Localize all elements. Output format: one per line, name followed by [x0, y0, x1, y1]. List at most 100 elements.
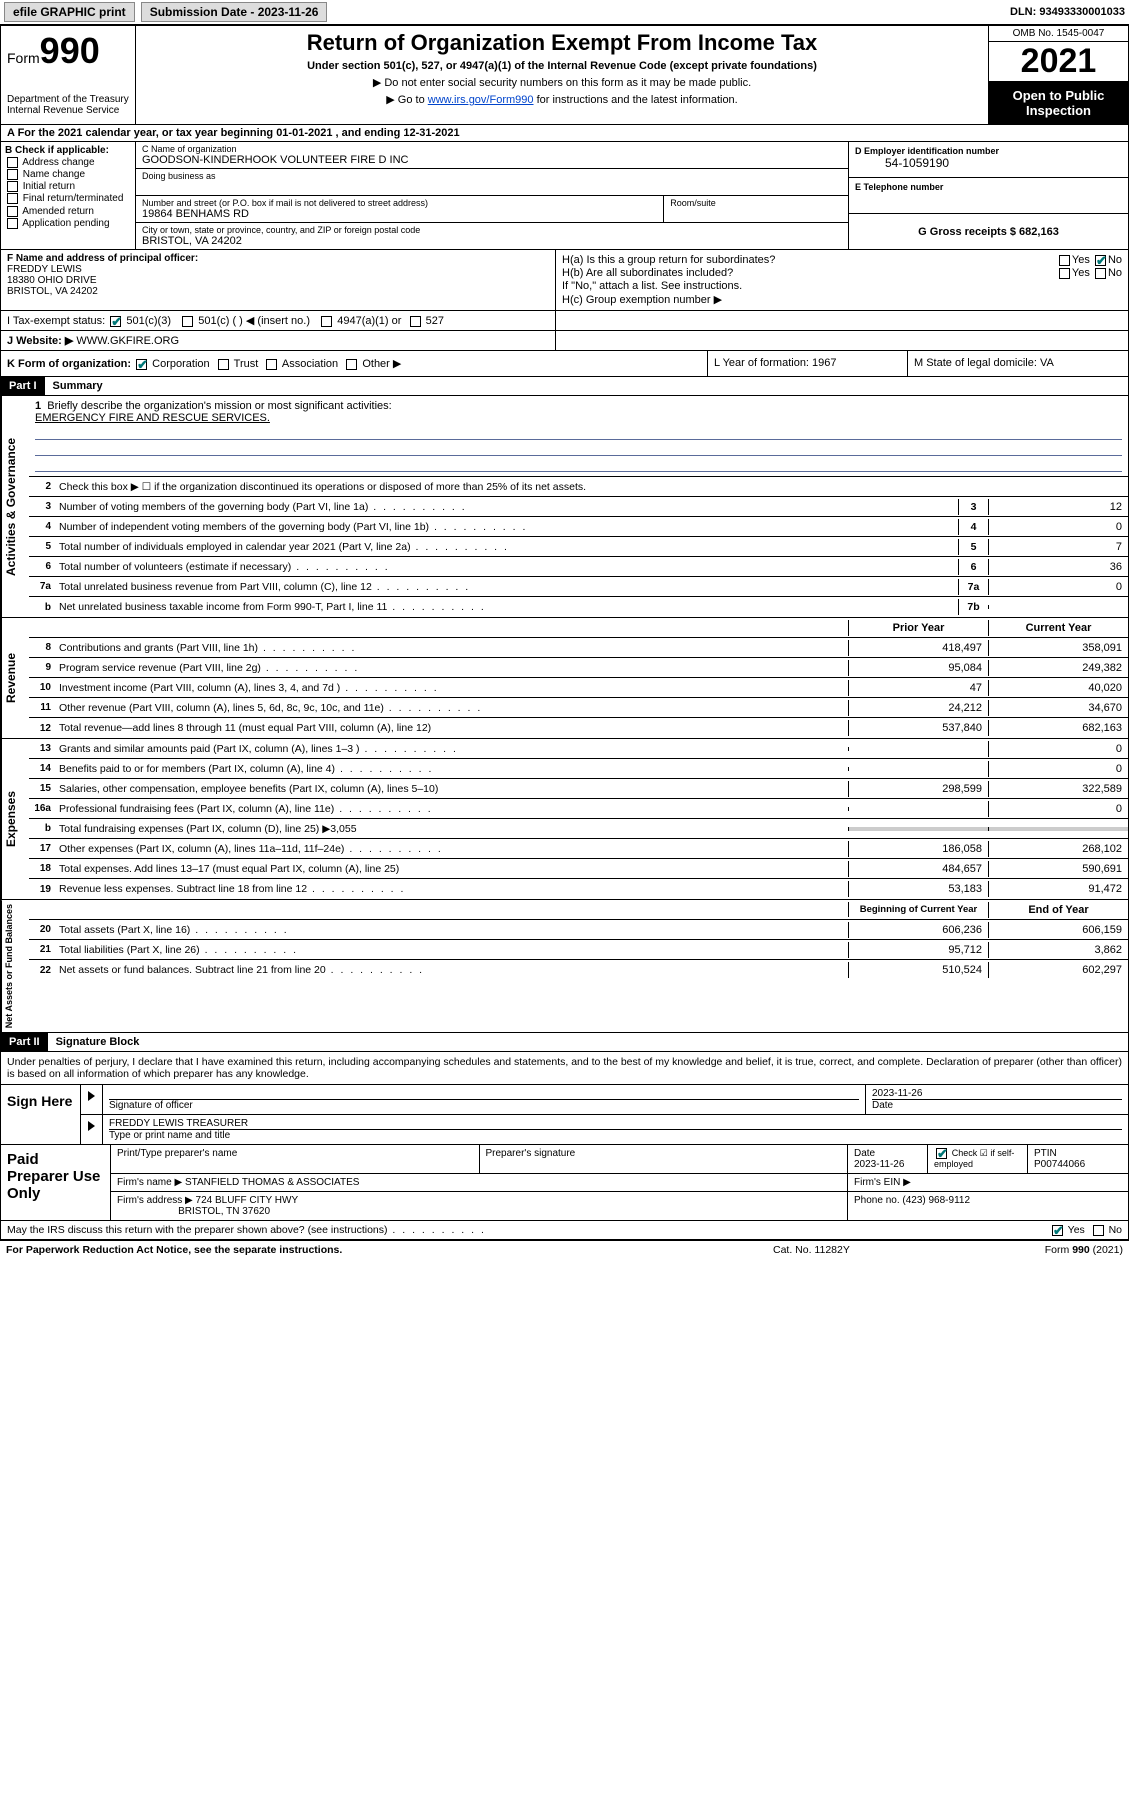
officer-name: FREDDY LEWIS [7, 264, 549, 275]
sig-arrow-2 [81, 1115, 103, 1144]
cb-app-pending[interactable] [7, 218, 18, 229]
c17: 268,102 [988, 841, 1128, 857]
cb-name-change[interactable] [7, 169, 18, 180]
city-state-zip: BRISTOL, VA 24202 [142, 235, 842, 247]
l16b-text: Total fundraising expenses (Part IX, col… [55, 821, 848, 837]
note2-post: for instructions and the latest informat… [534, 94, 738, 106]
i-opt-3: 527 [426, 315, 444, 327]
cb-501c3[interactable] [110, 316, 121, 327]
hb-note: If "No," attach a list. See instructions… [562, 280, 1122, 292]
cb-trust[interactable] [218, 359, 229, 370]
paperwork-notice: For Paperwork Reduction Act Notice, see … [6, 1244, 773, 1256]
cb-corp[interactable] [136, 359, 147, 370]
dln-label: DLN: 93493330001033 [1010, 6, 1125, 18]
l21-text: Total liabilities (Part X, line 26) [55, 942, 848, 958]
i-opt-2: 4947(a)(1) or [337, 315, 401, 327]
hc-label: H(c) Group exemption number ▶ [562, 293, 1122, 306]
l8-text: Contributions and grants (Part VIII, lin… [55, 640, 848, 656]
irs-link[interactable]: www.irs.gov/Form990 [428, 94, 534, 106]
l4-text: Number of independent voting members of … [55, 519, 958, 535]
efile-button[interactable]: efile GRAPHIC print [4, 2, 135, 22]
officer-addr2: BRISTOL, VA 24202 [7, 286, 549, 297]
firm-name-value: STANFIELD THOMAS & ASSOCIATES [185, 1177, 359, 1188]
form-title: Return of Organization Exempt From Incom… [144, 30, 980, 56]
form-number: 990 [40, 30, 100, 71]
l1-text: Briefly describe the organization's miss… [47, 400, 391, 412]
website-value: WWW.GKFIRE.ORG [76, 335, 179, 347]
cb-may-yes[interactable] [1052, 1225, 1063, 1236]
p13 [848, 747, 988, 751]
form-footer-label: Form 990 (2021) [973, 1244, 1123, 1256]
ha-label: H(a) Is this a group return for subordin… [562, 254, 1057, 266]
d-label: D Employer identification number [855, 146, 1122, 156]
part2-title: Signature Block [48, 1033, 148, 1051]
cat-no: Cat. No. 11282Y [773, 1244, 973, 1256]
p11: 24,212 [848, 700, 988, 716]
k-label: K Form of organization: [7, 358, 131, 370]
cb-address-change[interactable] [7, 157, 18, 168]
sig-name-value: FREDDY LEWIS TREASURER [109, 1118, 248, 1129]
l20-text: Total assets (Part X, line 16) [55, 922, 848, 938]
cb-527[interactable] [410, 316, 421, 327]
b-item-1: Name change [23, 169, 85, 180]
cb-4947[interactable] [321, 316, 332, 327]
cb-may-no[interactable] [1093, 1225, 1104, 1236]
l11-text: Other revenue (Part VIII, column (A), li… [55, 700, 848, 716]
row-klm: K Form of organization: Corporation Trus… [0, 351, 1129, 377]
sign-block: Sign Here Signature of officer 2023-11-2… [0, 1085, 1129, 1145]
submission-date-button[interactable]: Submission Date - 2023-11-26 [141, 2, 328, 22]
p14 [848, 767, 988, 771]
c18: 590,691 [988, 861, 1128, 877]
i-label: I Tax-exempt status: [7, 315, 105, 327]
l10-text: Investment income (Part VIII, column (A)… [55, 680, 848, 696]
firm-addr2: BRISTOL, TN 37620 [178, 1206, 270, 1217]
sig-arrow-1 [81, 1085, 103, 1114]
p21: 95,712 [848, 942, 988, 958]
p15: 298,599 [848, 781, 988, 797]
cb-hb-no[interactable] [1095, 268, 1106, 279]
l2-text: Check this box ▶ ☐ if the organization d… [55, 479, 1128, 495]
summary-activities: Activities & Governance 1 Briefly descri… [0, 396, 1129, 618]
sig-date-value: 2023-11-26 [872, 1088, 922, 1099]
block-b-checklist: B Check if applicable: Address change Na… [1, 142, 136, 249]
prep-date-value: 2023-11-26 [854, 1159, 904, 1170]
l18-text: Total expenses. Add lines 13–17 (must eq… [55, 861, 848, 877]
firm-ein-label: Firm's EIN ▶ [848, 1174, 1128, 1191]
public-inspection: Open to Public Inspection [989, 82, 1128, 124]
c19: 91,472 [988, 881, 1128, 897]
addr-label: Number and street (or P.O. box if mail i… [142, 198, 657, 208]
l3-text: Number of voting members of the governin… [55, 499, 958, 515]
prep-label: Paid Preparer Use Only [1, 1145, 111, 1220]
l17-text: Other expenses (Part IX, column (A), lin… [55, 841, 848, 857]
l7b-text: Net unrelated business taxable income fr… [55, 599, 958, 615]
p12: 537,840 [848, 720, 988, 736]
b-label: B Check if applicable: [5, 145, 109, 156]
cb-self-employed[interactable] [936, 1148, 947, 1159]
l19-text: Revenue less expenses. Subtract line 18 … [55, 881, 848, 897]
cb-other[interactable] [346, 359, 357, 370]
l9-text: Program service revenue (Part VIII, line… [55, 660, 848, 676]
cb-501c[interactable] [182, 316, 193, 327]
sign-here-label: Sign Here [1, 1085, 81, 1144]
m-state-domicile: M State of legal domicile: VA [908, 351, 1128, 376]
cb-initial-return[interactable] [7, 181, 18, 192]
part2-label: Part II [1, 1033, 48, 1051]
k-opt-3: Other ▶ [362, 358, 401, 370]
j-label: J Website: ▶ [7, 335, 73, 347]
i-opt-1: 501(c) ( ) ◀ (insert no.) [198, 315, 310, 327]
cb-ha-yes[interactable] [1059, 255, 1070, 266]
p16b-shade [848, 827, 988, 831]
cb-amended[interactable] [7, 206, 18, 217]
c11: 34,670 [988, 700, 1128, 716]
l16a-text: Professional fundraising fees (Part IX, … [55, 801, 848, 817]
v5: 7 [988, 539, 1128, 555]
cb-final-return[interactable] [7, 193, 18, 204]
ptin-value: P00744066 [1034, 1159, 1085, 1170]
row-a-tax-year: A For the 2021 calendar year, or tax yea… [0, 125, 1129, 142]
cb-assoc[interactable] [266, 359, 277, 370]
cb-ha-no[interactable] [1095, 255, 1106, 266]
cb-hb-yes[interactable] [1059, 268, 1070, 279]
vtab-expenses: Expenses [1, 739, 29, 899]
note2-pre: ▶ Go to [386, 94, 427, 106]
p22: 510,524 [848, 962, 988, 978]
